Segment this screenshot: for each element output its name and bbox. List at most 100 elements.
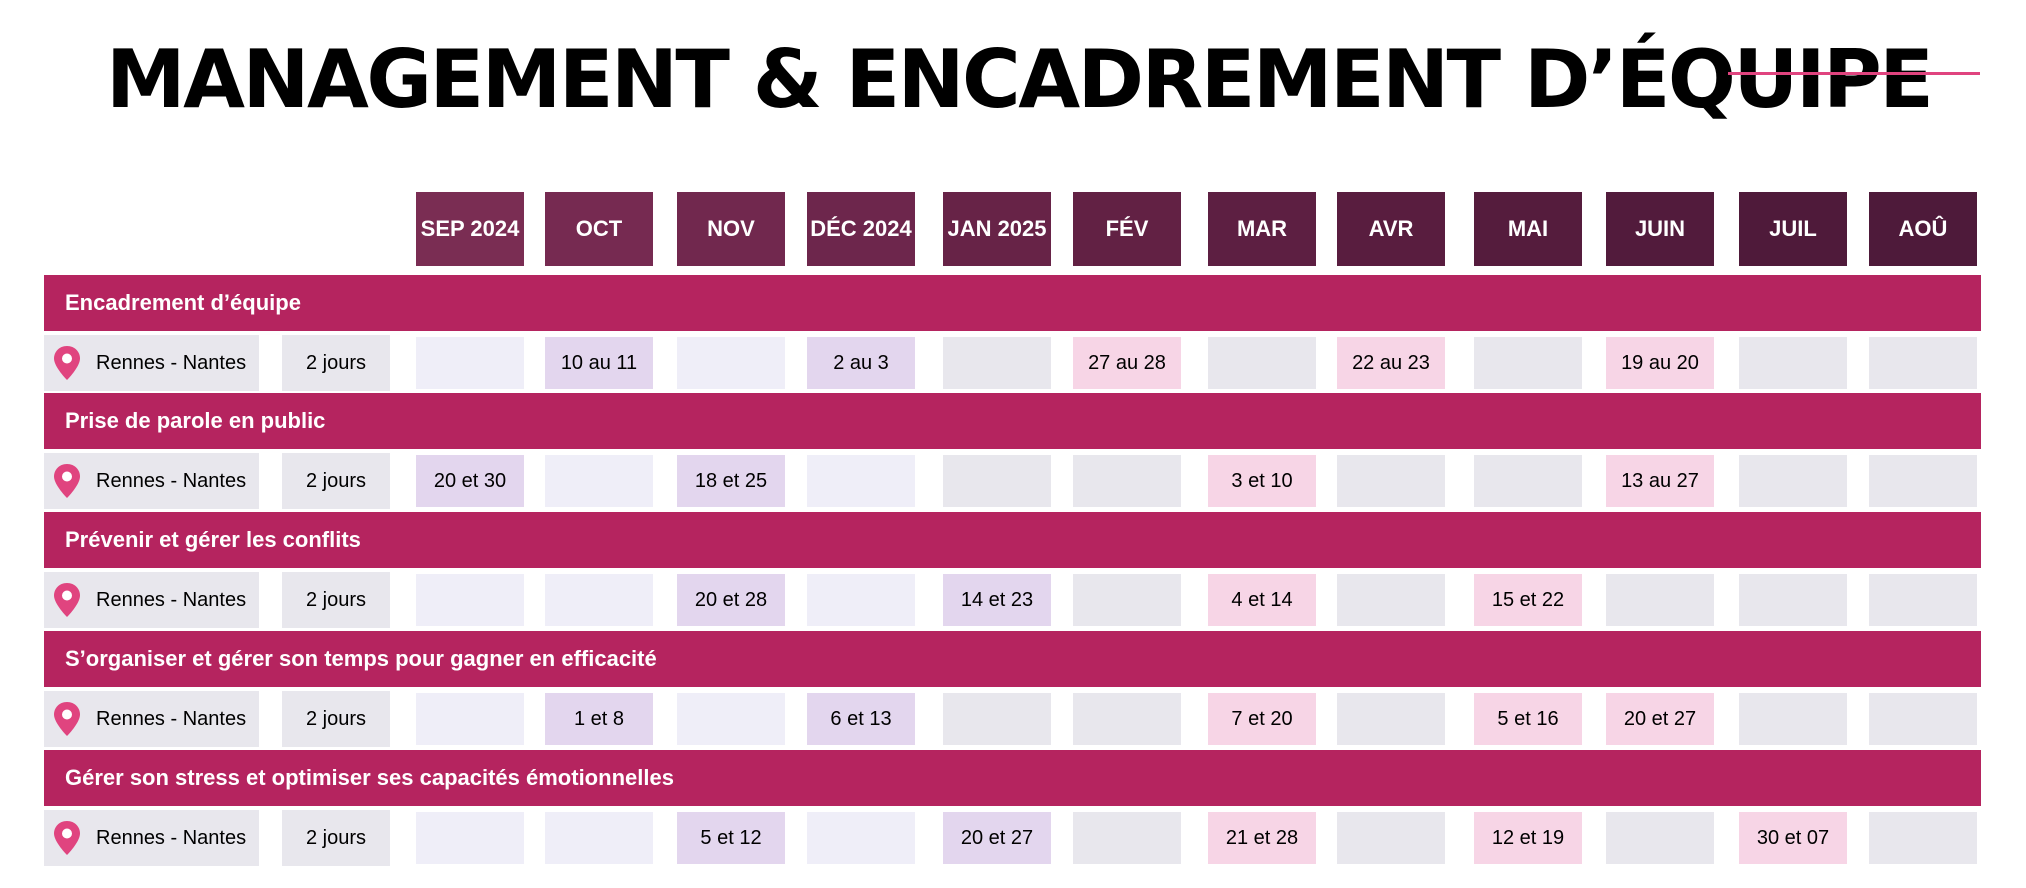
date-cell: 19 au 20 xyxy=(1606,337,1714,389)
location-pin-icon xyxy=(52,701,82,737)
month-header: DÉC 2024 xyxy=(807,192,915,266)
section-header: Encadrement d’équipe xyxy=(44,275,1981,331)
empty-cell xyxy=(943,455,1051,507)
month-header: AVR xyxy=(1337,192,1445,266)
empty-cell xyxy=(1869,574,1977,626)
empty-cell xyxy=(677,693,785,745)
empty-cell xyxy=(1208,337,1316,389)
empty-cell xyxy=(416,812,524,864)
section-title: S’organiser et gérer son temps pour gagn… xyxy=(65,646,657,671)
location-pin-icon xyxy=(52,463,82,499)
location-label: Rennes - Nantes xyxy=(96,352,247,374)
empty-cell xyxy=(1869,693,1977,745)
month-header: FÉV xyxy=(1073,192,1181,266)
location-cell: Rennes - Nantes xyxy=(44,572,259,628)
empty-cell xyxy=(943,693,1051,745)
empty-cell xyxy=(1739,455,1847,507)
empty-cell xyxy=(1606,812,1714,864)
date-cell: 5 et 12 xyxy=(677,812,785,864)
empty-cell xyxy=(1073,693,1181,745)
empty-cell xyxy=(1073,574,1181,626)
date-cell: 1 et 8 xyxy=(545,693,653,745)
date-cell: 12 et 19 xyxy=(1474,812,1582,864)
empty-cell xyxy=(545,812,653,864)
date-cell: 18 et 25 xyxy=(677,455,785,507)
empty-cell xyxy=(1739,337,1847,389)
empty-cell xyxy=(416,574,524,626)
date-cell: 21 et 28 xyxy=(1208,812,1316,864)
location-pin-icon xyxy=(52,345,82,381)
empty-cell xyxy=(1337,574,1445,626)
date-cell: 4 et 14 xyxy=(1208,574,1316,626)
empty-cell xyxy=(1606,574,1714,626)
empty-cell xyxy=(1474,337,1582,389)
empty-cell xyxy=(807,455,915,507)
empty-cell xyxy=(807,574,915,626)
date-cell: 6 et 13 xyxy=(807,693,915,745)
title-accent-line xyxy=(1728,72,1980,75)
duration-cell: 2 jours xyxy=(282,810,390,866)
empty-cell xyxy=(807,812,915,864)
table-row: Rennes - Nantes 2 jours 20 et 30 18 et 25 3 … xyxy=(0,453,2026,509)
empty-cell xyxy=(1073,455,1181,507)
month-header: OCT xyxy=(545,192,653,266)
empty-cell xyxy=(943,337,1051,389)
duration-cell: 2 jours xyxy=(282,572,390,628)
empty-cell xyxy=(545,455,653,507)
month-header: JUIN xyxy=(1606,192,1714,266)
page-title: MANAGEMENT & ENCADREMENT D’ÉQUIPE xyxy=(106,33,1934,126)
date-cell: 14 et 23 xyxy=(943,574,1051,626)
empty-cell xyxy=(416,693,524,745)
date-cell: 22 au 23 xyxy=(1337,337,1445,389)
section-header: Prise de parole en public xyxy=(44,393,1981,449)
month-header: MAR xyxy=(1208,192,1316,266)
date-cell: 20 et 30 xyxy=(416,455,524,507)
empty-cell xyxy=(1073,812,1181,864)
month-header: JUIL xyxy=(1739,192,1847,266)
location-label: Rennes - Nantes xyxy=(96,589,247,611)
date-cell: 27 au 28 xyxy=(1073,337,1181,389)
section-title: Encadrement d’équipe xyxy=(65,290,301,315)
date-cell: 15 et 22 xyxy=(1474,574,1582,626)
table-row: Rennes - Nantes 2 jours 20 et 28 14 et 23 4 … xyxy=(0,572,2026,628)
location-label: Rennes - Nantes xyxy=(96,470,247,492)
date-cell: 20 et 27 xyxy=(1606,693,1714,745)
date-cell: 20 et 28 xyxy=(677,574,785,626)
section-title: Gérer son stress et optimiser ses capaci… xyxy=(65,765,674,790)
section-title: Prise de parole en public xyxy=(65,408,326,433)
location-cell: Rennes - Nantes xyxy=(44,453,259,509)
empty-cell xyxy=(1869,337,1977,389)
section-header: Prévenir et gérer les conflits xyxy=(44,512,1981,568)
empty-cell xyxy=(1869,455,1977,507)
empty-cell xyxy=(1869,812,1977,864)
month-header: JAN 2025 xyxy=(943,192,1051,266)
empty-cell xyxy=(416,337,524,389)
section-title: Prévenir et gérer les conflits xyxy=(65,527,361,552)
empty-cell xyxy=(1337,812,1445,864)
location-pin-icon xyxy=(52,820,82,856)
location-cell: Rennes - Nantes xyxy=(44,335,259,391)
empty-cell xyxy=(677,337,785,389)
empty-cell xyxy=(1739,574,1847,626)
section-header: S’organiser et gérer son temps pour gagn… xyxy=(44,631,1981,687)
empty-cell xyxy=(545,574,653,626)
duration-cell: 2 jours xyxy=(282,335,390,391)
date-cell: 5 et 16 xyxy=(1474,693,1582,745)
duration-cell: 2 jours xyxy=(282,691,390,747)
location-label: Rennes - Nantes xyxy=(96,708,247,730)
empty-cell xyxy=(1474,455,1582,507)
empty-cell xyxy=(1739,693,1847,745)
date-cell: 13 au 27 xyxy=(1606,455,1714,507)
table-row: Rennes - Nantes 2 jours 10 au 11 2 au 3 27 a… xyxy=(0,335,2026,391)
table-row: Rennes - Nantes 2 jours 5 et 12 20 et 27 21 … xyxy=(0,810,2026,866)
duration-cell: 2 jours xyxy=(282,453,390,509)
month-header: AOÛ xyxy=(1869,192,1977,266)
location-label: Rennes - Nantes xyxy=(96,827,247,849)
empty-cell xyxy=(1337,693,1445,745)
date-cell: 10 au 11 xyxy=(545,337,653,389)
location-cell: Rennes - Nantes xyxy=(44,810,259,866)
month-header: MAI xyxy=(1474,192,1582,266)
empty-cell xyxy=(1337,455,1445,507)
month-header: SEP 2024 xyxy=(416,192,524,266)
date-cell: 20 et 27 xyxy=(943,812,1051,864)
